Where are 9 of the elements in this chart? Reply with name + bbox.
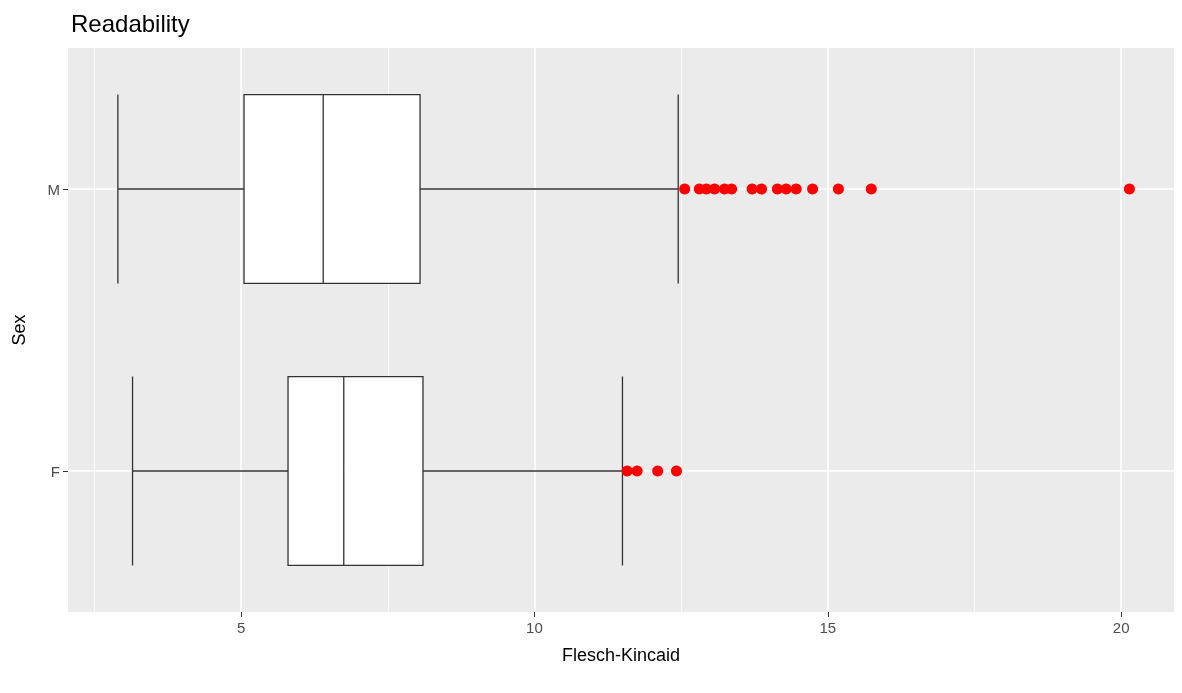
y-tick-label: M bbox=[47, 180, 60, 198]
chart-title: Readability bbox=[71, 9, 190, 37]
x-tick-label: 5 bbox=[236, 619, 246, 636]
x-tick-label: 15 bbox=[819, 619, 837, 636]
x-tick-label: 10 bbox=[526, 619, 543, 636]
y-tick-label: F bbox=[50, 462, 60, 480]
y-axis-title: Sex bbox=[9, 314, 29, 346]
x-tick-label: 20 bbox=[1112, 619, 1130, 636]
x-axis-title: Flesch-Kincaid bbox=[561, 645, 681, 665]
